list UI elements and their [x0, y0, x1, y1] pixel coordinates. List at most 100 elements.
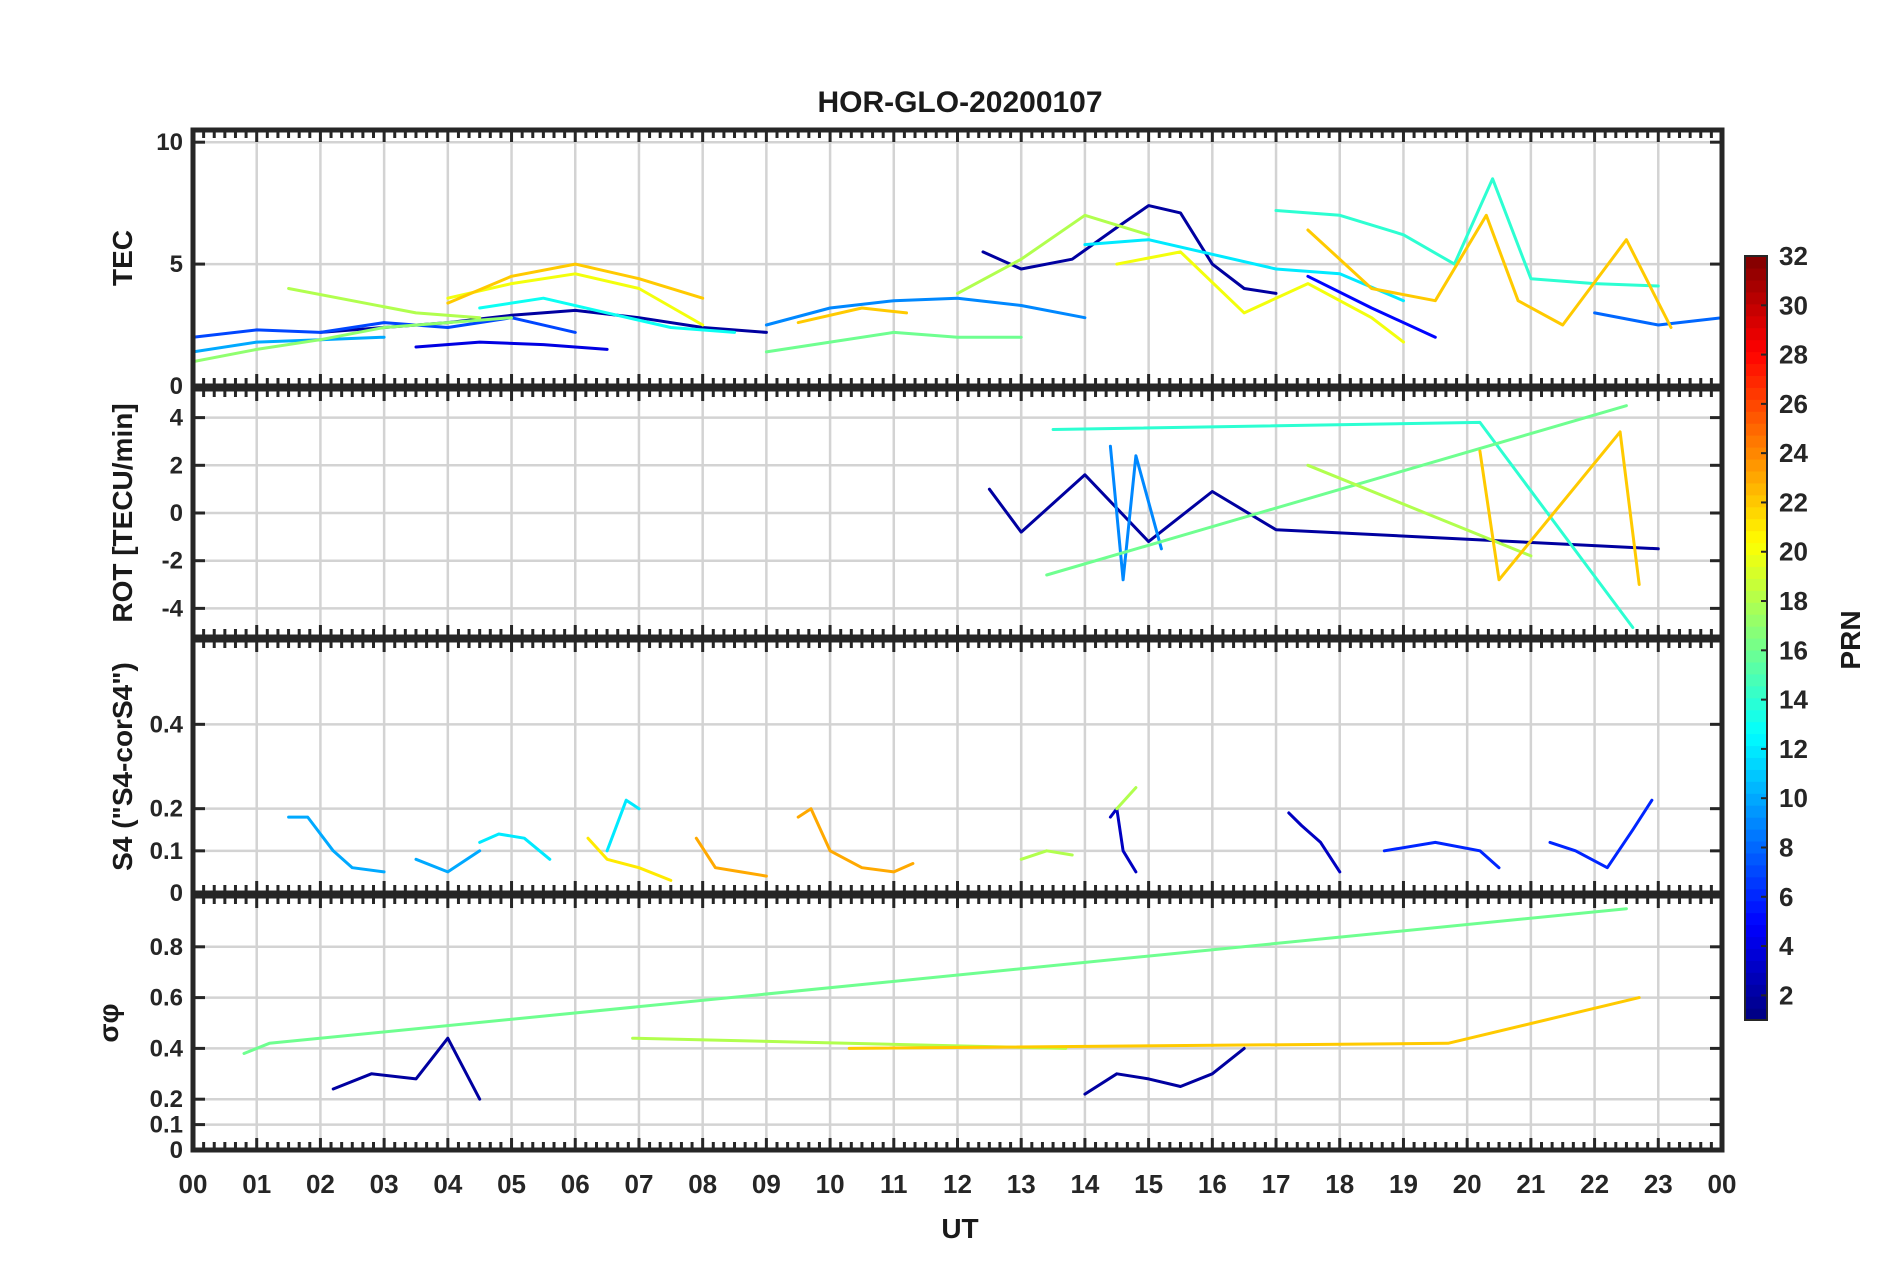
x-tick-label: 16	[1198, 1169, 1227, 1199]
y-tick-label: 0.6	[150, 985, 183, 1012]
series-line-prn-14	[1274, 177, 1660, 288]
colorbar-tick-label: 32	[1779, 241, 1808, 271]
colorbar-tick-label: 20	[1779, 537, 1808, 567]
x-tick-label: 15	[1134, 1169, 1163, 1199]
y-tick-label: 0.1	[150, 838, 183, 865]
series-line-prn-5	[1306, 274, 1437, 339]
series-line-prn-8	[1593, 311, 1722, 327]
x-tick-label: 23	[1644, 1169, 1673, 1199]
colorbar-tick-label: 26	[1779, 389, 1808, 419]
x-tick-label: 07	[624, 1169, 653, 1199]
y-tick-label: 10	[156, 129, 183, 156]
series-group	[242, 907, 1641, 1101]
series-line-prn-13	[478, 296, 736, 334]
y-tick-label: 0	[170, 880, 183, 907]
series-line-prn-20	[1115, 250, 1405, 344]
series-line-prn-12	[605, 798, 641, 853]
y-axis-label: σφ	[93, 1003, 124, 1042]
y-tick-label: 0	[170, 373, 183, 400]
panel-s4: 0 0.1 0.2 0.4 S4 ("S4-corS4")	[107, 637, 1725, 907]
x-tick-label: 06	[561, 1169, 590, 1199]
x-tick-label: 12	[943, 1169, 972, 1199]
colorbar-tick-label: 14	[1779, 685, 1808, 715]
y-tick-label: 0.8	[150, 934, 183, 961]
series-line-prn-18	[287, 287, 482, 320]
series-line-prn-2	[331, 1036, 482, 1101]
y-tick-label: 0.1	[150, 1112, 183, 1139]
y-tick-label: 0.4	[150, 1035, 184, 1062]
colorbar-tick-label: 22	[1779, 487, 1808, 517]
series-line-prn-9	[764, 296, 1087, 327]
series-line-prn-3	[1287, 811, 1342, 874]
series-line-prn-12	[478, 832, 552, 861]
colorbar-tick-label: 16	[1779, 635, 1808, 665]
colorbar-gradient	[1745, 256, 1767, 1021]
x-tick-label: 11	[880, 1169, 908, 1199]
x-tick-label: 13	[1007, 1169, 1036, 1199]
colorbar-tick-label: 8	[1779, 832, 1793, 862]
series-line-prn-22	[446, 262, 705, 305]
series-line-prn-22	[1478, 430, 1641, 586]
series-line-prn-18	[1019, 849, 1074, 861]
colorbar-frame	[1744, 255, 1768, 1021]
y-tick-label: -2	[162, 548, 183, 575]
series-line-prn-4	[414, 340, 609, 351]
series-line-prn-10	[193, 335, 386, 354]
colorbar-tick-label: 24	[1779, 438, 1808, 468]
x-tick-label: 18	[1325, 1169, 1354, 1199]
series-line-prn-22	[847, 996, 1641, 1050]
x-tick-label: 03	[370, 1169, 399, 1199]
series-line-prn-20	[446, 272, 705, 327]
panel-frame	[190, 637, 1725, 896]
series-line-prn-2	[987, 473, 1660, 551]
x-tick-label: 22	[1580, 1169, 1609, 1199]
colorbar-tick-label: 18	[1779, 586, 1808, 616]
series-line-prn-10	[287, 815, 386, 874]
y-tick-label: 0	[170, 1137, 183, 1164]
series-line-prn-16	[764, 330, 1023, 354]
x-tick-label: 09	[752, 1169, 781, 1199]
colorbar-tick-label: 30	[1779, 290, 1808, 320]
series-line-prn-21	[586, 836, 673, 882]
y-tick-label: -4	[162, 595, 184, 622]
colorbar-tick-label: 2	[1779, 980, 1793, 1010]
series-line-prn-12	[1083, 238, 1405, 303]
series-line-prn-18	[1115, 786, 1138, 811]
colorbar-tick-label: 6	[1779, 882, 1793, 912]
x-tick-label: 10	[816, 1169, 845, 1199]
y-tick-label: 0.2	[150, 1086, 183, 1113]
panel-frame	[190, 386, 1725, 640]
x-tick-label: 14	[1070, 1169, 1099, 1199]
series-line-prn-23	[796, 807, 915, 874]
series-line-prn-16	[242, 907, 1628, 1055]
series-line-prn-6	[1548, 798, 1654, 870]
series-line-prn-22	[796, 306, 908, 325]
series-line-prn-9	[1108, 444, 1163, 582]
colorbar-tick-label: 10	[1779, 783, 1808, 813]
y-axis-label: TEC	[107, 230, 138, 286]
x-tick-label: 05	[497, 1169, 526, 1199]
x-tick-label: 00	[179, 1169, 208, 1199]
x-axis: 00 01 02 03 04 05 06 07 08 09 10 11 12 13 14 15 16 17 18 19…	[179, 1169, 1737, 1199]
series-group	[193, 177, 1722, 364]
series-line-prn-2	[981, 204, 1278, 295]
panel-frame	[190, 127, 1725, 389]
series-line-prn-23	[694, 836, 768, 878]
chart-title: HOR-GLO-20200107	[817, 86, 1102, 119]
y-axis-label: S4 ("S4-corS4")	[107, 662, 138, 871]
y-tick-label: 0	[170, 500, 183, 527]
series-line-prn-22	[1306, 213, 1673, 329]
colorbar-label: PRN	[1835, 610, 1866, 669]
x-tick-label: 08	[688, 1169, 717, 1199]
x-axis-label: UT	[941, 1213, 978, 1244]
x-tick-label: 21	[1516, 1169, 1545, 1199]
series-group	[987, 404, 1660, 629]
series-line-prn-10	[414, 849, 482, 874]
x-tick-label: 01	[242, 1169, 271, 1199]
colorbar-tick-label: 12	[1779, 734, 1808, 764]
series-line-prn-3	[1108, 807, 1138, 874]
